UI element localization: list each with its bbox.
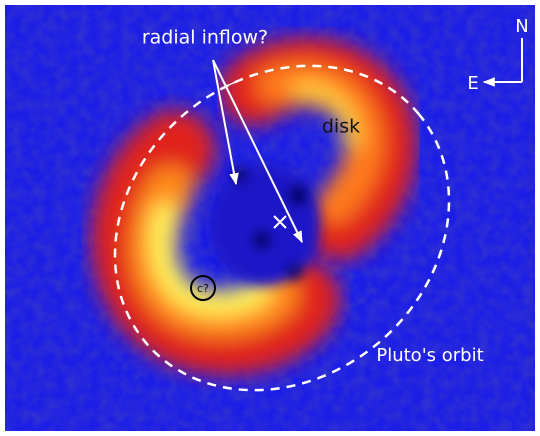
central-cavity xyxy=(210,165,320,285)
east-label: E xyxy=(467,73,478,94)
inflow-label: radial inflow? xyxy=(142,27,268,49)
disk-label: disk xyxy=(322,116,360,138)
north-label: N xyxy=(515,16,528,37)
companion-label: c? xyxy=(197,282,209,295)
image: radial inflow? disk N E c? Pluto's orbit xyxy=(0,0,540,436)
orbit-label: Pluto's orbit xyxy=(376,345,483,366)
